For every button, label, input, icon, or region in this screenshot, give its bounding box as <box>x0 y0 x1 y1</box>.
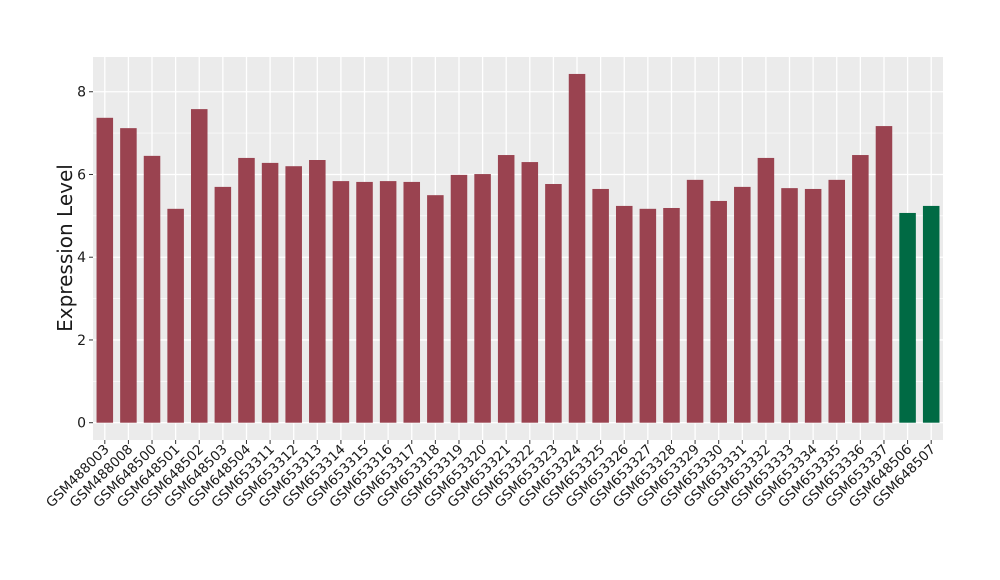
plot-panel <box>93 57 943 440</box>
bar-GSM653316 <box>379 181 397 423</box>
bar-GSM653328 <box>663 207 680 423</box>
bar-GSM653326 <box>615 205 633 423</box>
bar-GSM653325 <box>592 188 609 423</box>
bar-GSM653331 <box>734 186 751 423</box>
bar-GSM653322 <box>521 162 539 423</box>
y-tick-label: 6 <box>77 167 86 183</box>
bar-GSM653335 <box>828 179 846 423</box>
bar-GSM653320 <box>474 174 491 423</box>
bar-GSM648507 <box>922 205 940 423</box>
bar-GSM653314 <box>332 181 350 423</box>
bar-GSM648503 <box>214 186 232 423</box>
bars <box>96 73 940 423</box>
bar-GSM653312 <box>285 166 302 423</box>
y-tick-label: 4 <box>77 250 86 266</box>
bar-GSM653323 <box>545 183 562 423</box>
bar-GSM648501 <box>167 208 184 423</box>
bar-GSM488003 <box>96 117 114 423</box>
bar-GSM653334 <box>804 188 822 423</box>
bar-GSM648500 <box>143 155 161 423</box>
bar-GSM653311 <box>261 162 279 423</box>
bar-GSM653315 <box>356 181 373 423</box>
bar-GSM648504 <box>238 157 255 423</box>
y-tick-label: 2 <box>77 333 86 349</box>
y-tick-label: 8 <box>77 85 86 101</box>
bar-GSM653327 <box>639 208 657 423</box>
bar-GSM653313 <box>309 160 326 423</box>
bar-GSM488008 <box>120 128 137 423</box>
bar-GSM653336 <box>852 155 869 423</box>
bar-GSM653332 <box>757 157 775 423</box>
y-tick-label: 0 <box>77 416 86 432</box>
x-axis: GSM488003GSM488008GSM648500GSM648501GSM6… <box>43 440 939 511</box>
bar-GSM653324 <box>568 73 586 423</box>
bar-GSM653319 <box>450 174 468 423</box>
bar-GSM653317 <box>403 181 421 423</box>
bar-GSM653329 <box>686 179 704 423</box>
y-axis-title: Expression Level <box>53 164 77 332</box>
bar-GSM648506 <box>899 212 916 423</box>
bar-GSM653337 <box>875 126 893 423</box>
bar-GSM653330 <box>710 200 727 423</box>
bar-GSM653318 <box>427 195 444 423</box>
y-axis: 0 2 4 6 8 <box>77 85 93 432</box>
bar-GSM648502 <box>190 109 208 423</box>
bar-GSM653333 <box>781 188 798 423</box>
bar-GSM653321 <box>497 155 515 423</box>
